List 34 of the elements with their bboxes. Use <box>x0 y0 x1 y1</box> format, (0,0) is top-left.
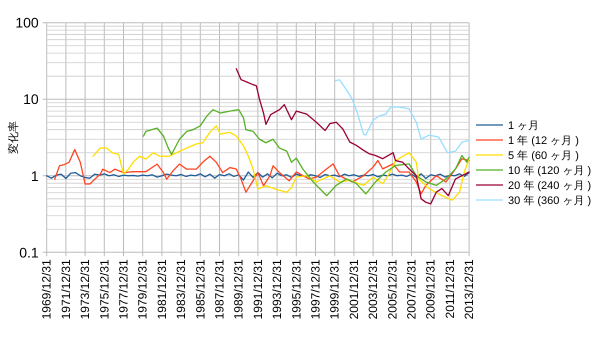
x-tick-label: 1973/12/31 <box>78 258 92 320</box>
y-tick-label: 100 <box>15 14 39 31</box>
legend-label: 1 ヶ月 <box>508 120 540 132</box>
x-tick-label: 2007/12/31 <box>404 258 418 320</box>
x-tick-label: 1985/12/31 <box>193 258 208 320</box>
x-tick-label: 1983/12/31 <box>174 258 188 320</box>
x-tick-label: 1999/12/31 <box>328 258 342 320</box>
x-tick-label: 1981/12/31 <box>154 258 169 320</box>
x-tick-label: 1997/12/31 <box>308 258 322 320</box>
x-tick-label: 2011/12/31 <box>442 258 457 318</box>
x-tick-label: 1975/12/31 <box>97 258 112 320</box>
x-tick-label: 2013/12/31 <box>462 258 476 320</box>
x-tick-label: 1987/12/31 <box>212 258 226 320</box>
x-tick-label: 1989/12/31 <box>232 258 246 320</box>
legend-label: 10 年 (120 ヶ月 ) <box>508 165 592 177</box>
legend-label: 1 年 (12 ヶ月 ) <box>508 135 579 147</box>
x-tick-label: 1979/12/31 <box>136 258 150 320</box>
x-tick-label: 2003/12/31 <box>366 258 380 320</box>
x-tick-label: 1977/12/31 <box>116 258 130 320</box>
legend-label: 20 年 (240 ヶ月 ) <box>508 180 592 192</box>
y-tick-label: 10 <box>23 91 39 108</box>
y-axis-title: 変化率 <box>7 121 20 154</box>
y-tick-label: 1 <box>30 168 39 184</box>
x-tick-label: 2001/12/31 <box>346 258 361 320</box>
x-tick-label: 1971/12/31 <box>58 258 73 320</box>
legend-label: 30 年 (360 ヶ月 ) <box>508 195 592 207</box>
y-tick-label: 0.1 <box>19 244 39 260</box>
x-tick-label: 1991/12/31 <box>250 258 265 320</box>
x-tick-label: 2005/12/31 <box>385 258 400 320</box>
x-tick-label: 2009/12/31 <box>424 258 438 320</box>
x-tick-label: 1993/12/31 <box>270 258 284 320</box>
legend-label: 5 年 (60 ヶ月 ) <box>508 150 579 162</box>
x-tick-label: 1969/12/31 <box>40 258 54 320</box>
x-tick-label: 1995/12/31 <box>289 258 304 320</box>
